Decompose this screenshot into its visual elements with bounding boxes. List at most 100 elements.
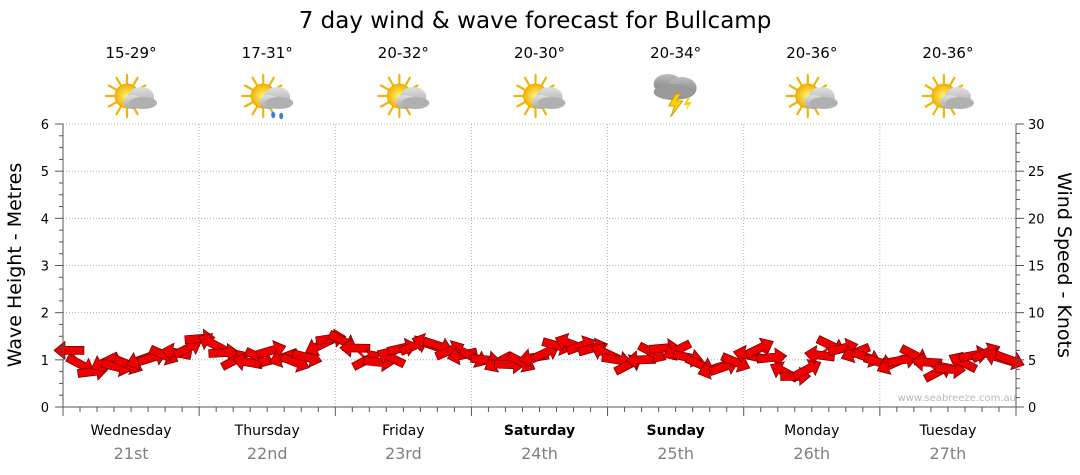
y-tick-label: 4 <box>41 212 49 227</box>
y2-tick-label: 30 <box>1028 118 1045 133</box>
day-date-label: 23rd <box>385 444 422 463</box>
sun-ray <box>540 76 548 86</box>
wind-arrow-shape <box>756 347 788 367</box>
y2-tick-label: 20 <box>1028 212 1045 227</box>
y-tick-label: 6 <box>41 118 49 133</box>
day-date-label: 24th <box>521 444 558 463</box>
cloud-shape <box>265 97 294 109</box>
day-name-label: Wednesday <box>91 423 172 439</box>
temperature-range: 20-36° <box>786 44 837 62</box>
sun-ray <box>268 76 275 86</box>
sun-ray <box>107 101 117 108</box>
day-name-label: Thursday <box>234 423 300 439</box>
wind-arrow <box>255 340 287 359</box>
day-forecast-header: 15-29° 17-31° 20-32° 20-30° 20-34° 20-36° 20-3… <box>104 44 974 120</box>
day-date-label: 22nd <box>247 444 288 463</box>
sun-ray <box>932 76 939 86</box>
sun-ray <box>949 76 956 86</box>
day-date-label: 27th <box>930 444 967 463</box>
cloud-shape <box>129 97 158 109</box>
wind-arrow-shape <box>53 340 85 361</box>
wind-arrow-shape <box>994 350 1025 371</box>
wind-arrow <box>791 358 822 381</box>
cloud-shape <box>809 97 838 109</box>
sun-ray <box>924 84 934 91</box>
sun-ray <box>380 101 390 108</box>
y-tick-label: 1 <box>41 354 49 369</box>
wind-arrow <box>744 337 774 359</box>
y-axis-title: Wave Height - Metres <box>4 163 26 367</box>
day-date-label: 21st <box>114 444 149 463</box>
sun-ray <box>132 76 139 86</box>
partly-cloudy-icon <box>921 73 974 119</box>
cloud-shape <box>401 97 430 109</box>
sun-ray <box>115 106 122 116</box>
cloud-shape <box>653 84 694 100</box>
partly-cloudy-icon <box>513 73 566 119</box>
day-name-label: Sunday <box>647 423 705 439</box>
y2-tick-label: 25 <box>1028 165 1045 180</box>
thunderstorm-icon <box>653 74 697 118</box>
sun-ray <box>924 101 934 108</box>
wind-arrow <box>53 340 85 361</box>
temperature-range: 20-34° <box>650 44 701 62</box>
watermark: www.seabreeze.com.au <box>898 393 1016 404</box>
temperature-range: 17-31° <box>242 44 293 62</box>
temperature-range: 20-36° <box>922 44 973 62</box>
sun-ray <box>516 101 526 108</box>
sun-ray <box>243 84 254 91</box>
cloud-shape <box>537 97 566 109</box>
wind-arrow-shape <box>339 338 371 358</box>
temperature-range: 20-32° <box>378 44 429 62</box>
day-name-label: Friday <box>382 423 424 439</box>
sun-ray <box>523 106 531 116</box>
raindrop-shape <box>271 111 276 119</box>
sun-ray <box>243 101 254 108</box>
day-date-label: 25th <box>657 444 694 463</box>
lightning-shape <box>667 93 684 118</box>
wind-arrow-shape <box>255 340 287 359</box>
chart-title: 7 day wind & wave forecast for Bullcamp <box>299 8 772 34</box>
y-tick-label: 5 <box>41 165 49 180</box>
day-name-label: Saturday <box>504 423 575 439</box>
sun-ray <box>813 76 820 86</box>
sun-ray <box>516 84 526 91</box>
raindrop-shape <box>279 112 284 120</box>
sun-ray <box>107 84 117 91</box>
day-name-label: Tuesday <box>918 423 976 439</box>
wind-arrow <box>994 350 1025 371</box>
y2-tick-label: 5 <box>1028 354 1036 369</box>
partly-cloudy-icon <box>377 73 430 119</box>
sun-ray <box>251 76 258 86</box>
sun-ray <box>115 76 122 86</box>
wind-arrow <box>339 338 371 358</box>
partly-cloudy-icon <box>785 73 838 119</box>
day-date-label: 26th <box>793 444 830 463</box>
wind-arrow-shape <box>948 351 979 374</box>
partly-cloudy-icon <box>104 73 158 119</box>
chart-axes: 0 1 2 3 4 5 6 0 5 10 15 20 25 30 Wednesday 21st Thursday… <box>41 118 1045 463</box>
cloud-shape <box>945 97 974 109</box>
y2-tick-label: 10 <box>1028 307 1045 322</box>
y-tick-label: 0 <box>41 401 49 416</box>
showers-icon <box>241 73 294 120</box>
sun-ray <box>380 84 390 91</box>
wind-arrow-shape <box>744 337 774 359</box>
wind-arrow-shape <box>911 352 943 372</box>
wind-arrow <box>376 347 407 369</box>
sun-ray <box>404 76 411 86</box>
wind-arrow <box>948 351 979 374</box>
lightning-shape <box>683 98 692 111</box>
sun-ray <box>251 106 258 116</box>
wind-arrow <box>756 347 788 367</box>
sun-ray <box>387 106 394 116</box>
y-tick-label: 3 <box>41 260 49 275</box>
y2-axis-title: Wind Speed - Knots <box>1053 172 1075 358</box>
sun-ray <box>932 106 939 116</box>
sun-ray <box>788 84 798 91</box>
day-name-label: Monday <box>784 423 839 439</box>
temperature-range: 20-30° <box>514 44 565 62</box>
plot-area <box>53 328 1025 387</box>
y2-tick-label: 0 <box>1028 401 1036 416</box>
